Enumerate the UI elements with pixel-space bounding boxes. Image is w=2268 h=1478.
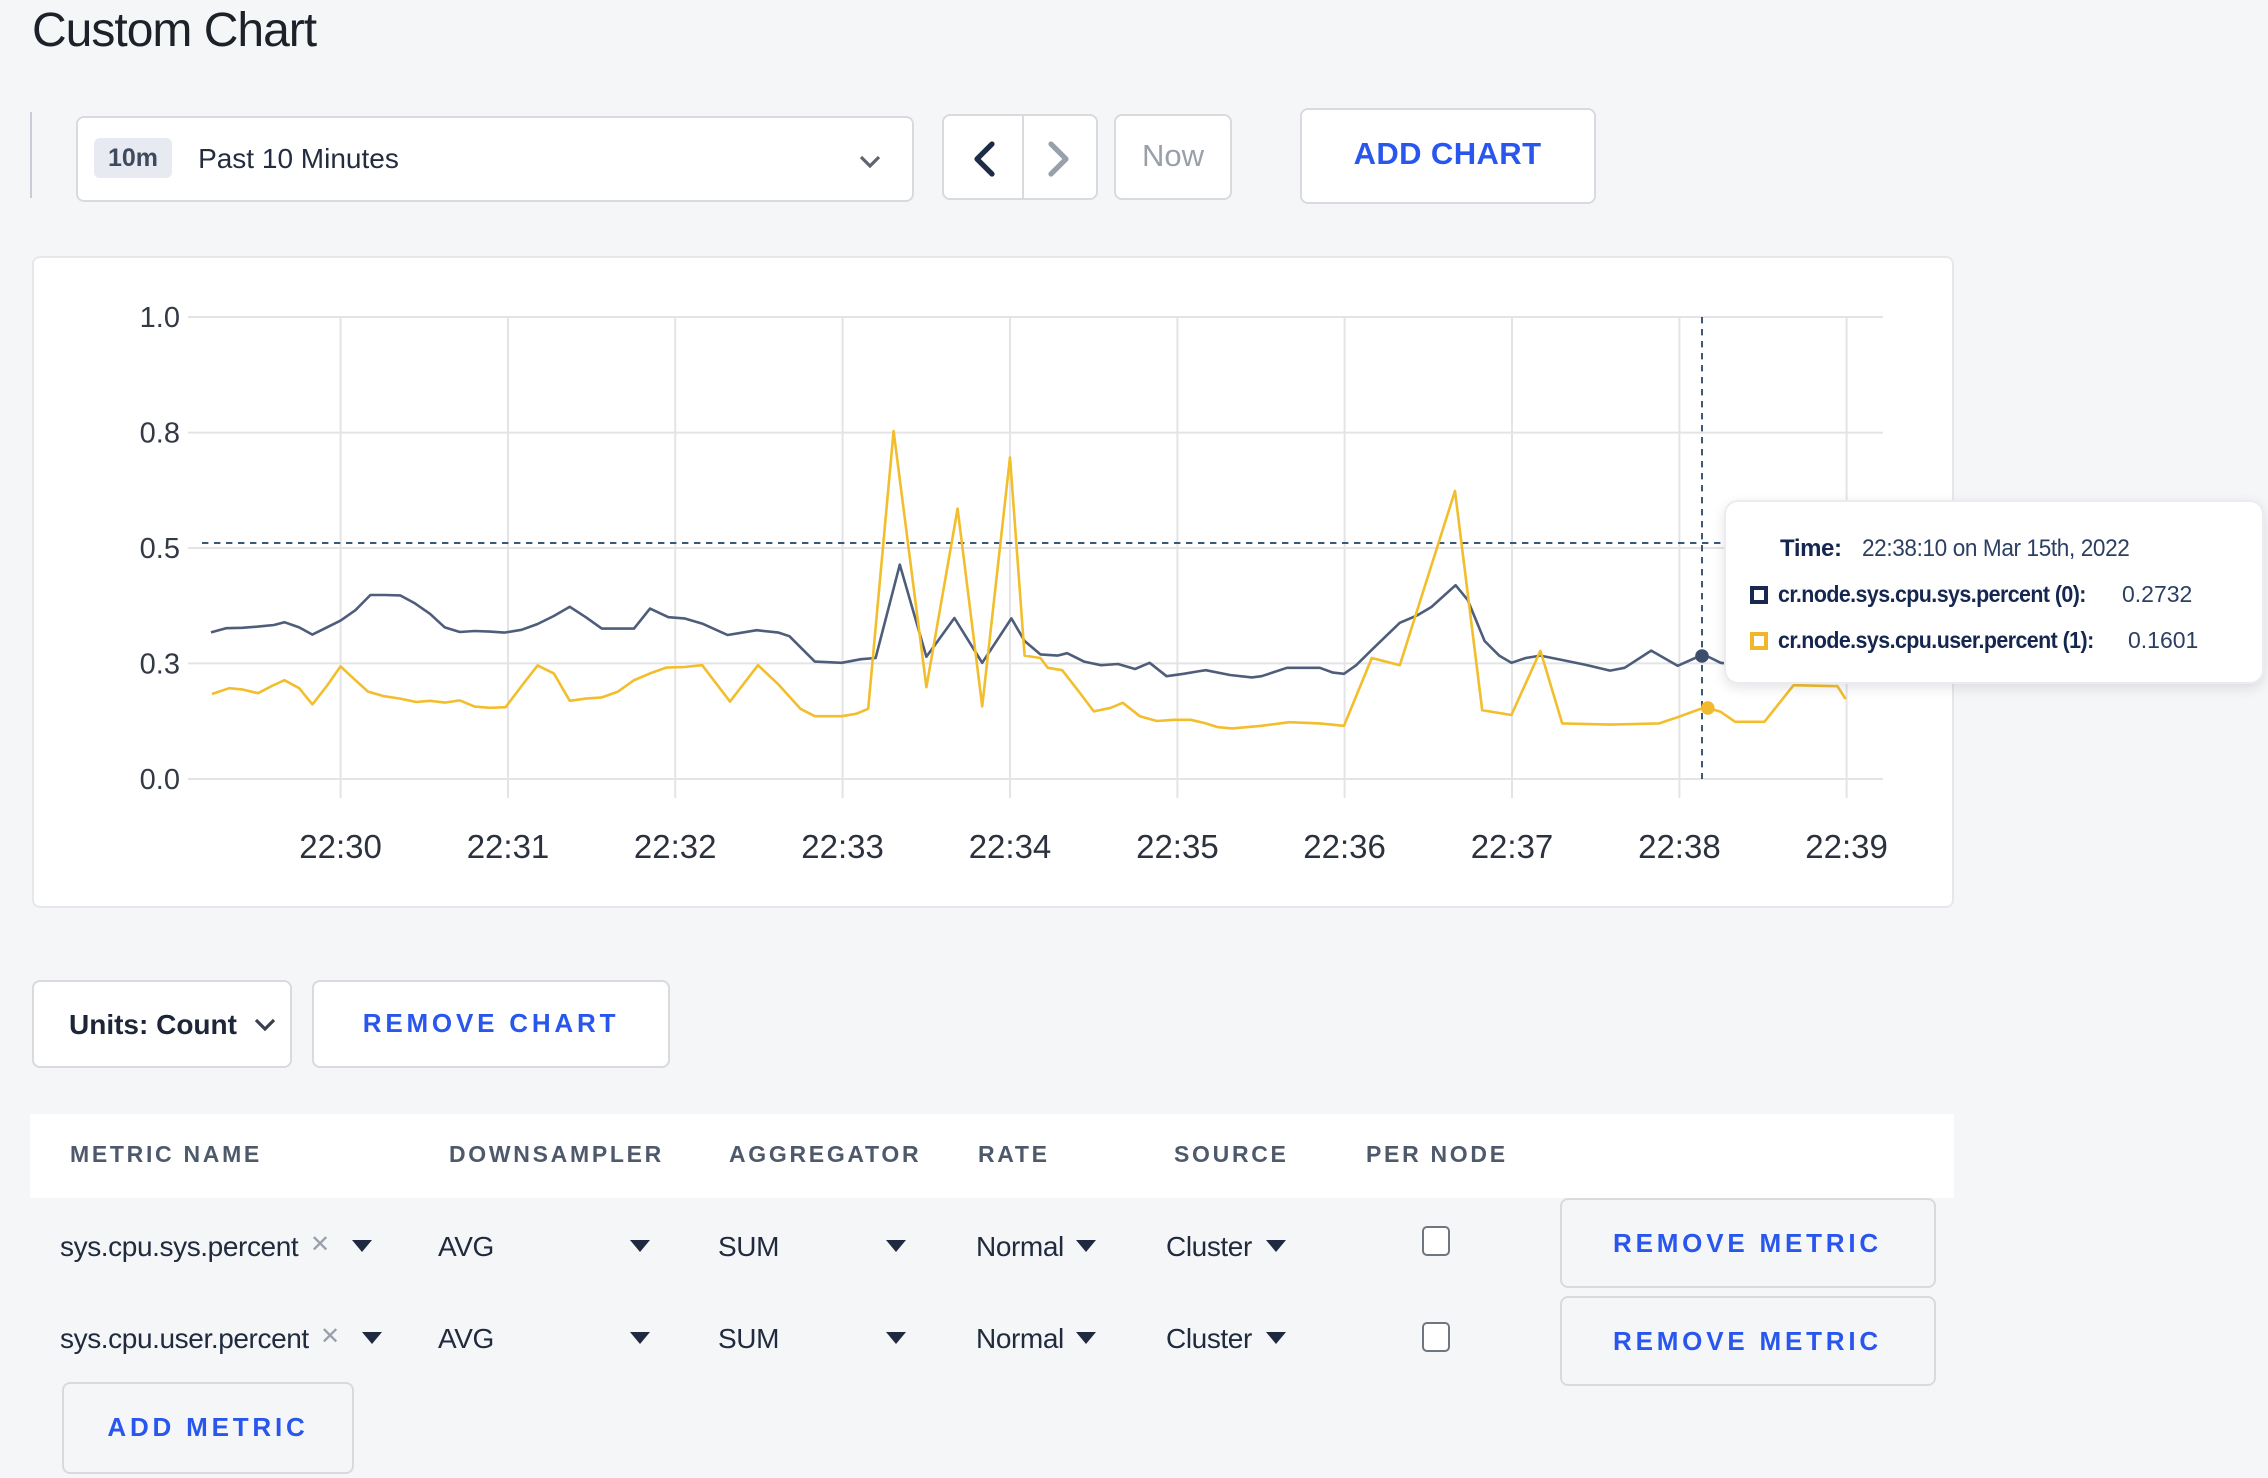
- svg-text:22:37: 22:37: [1471, 827, 1554, 864]
- svg-text:0.5: 0.5: [140, 532, 180, 564]
- svg-text:0.0: 0.0: [140, 763, 180, 795]
- svg-text:0.3: 0.3: [140, 647, 180, 679]
- svg-text:22:34: 22:34: [969, 827, 1052, 864]
- svg-text:22:39: 22:39: [1805, 827, 1888, 864]
- svg-text:0.8: 0.8: [140, 417, 180, 449]
- svg-text:22:32: 22:32: [634, 827, 717, 864]
- svg-text:22:30: 22:30: [299, 827, 382, 864]
- svg-text:22:33: 22:33: [801, 827, 884, 864]
- svg-text:1.0: 1.0: [140, 301, 180, 333]
- svg-text:22:31: 22:31: [467, 827, 550, 864]
- svg-text:22:36: 22:36: [1303, 827, 1386, 864]
- svg-text:22:35: 22:35: [1136, 827, 1219, 864]
- svg-text:22:38: 22:38: [1638, 827, 1721, 864]
